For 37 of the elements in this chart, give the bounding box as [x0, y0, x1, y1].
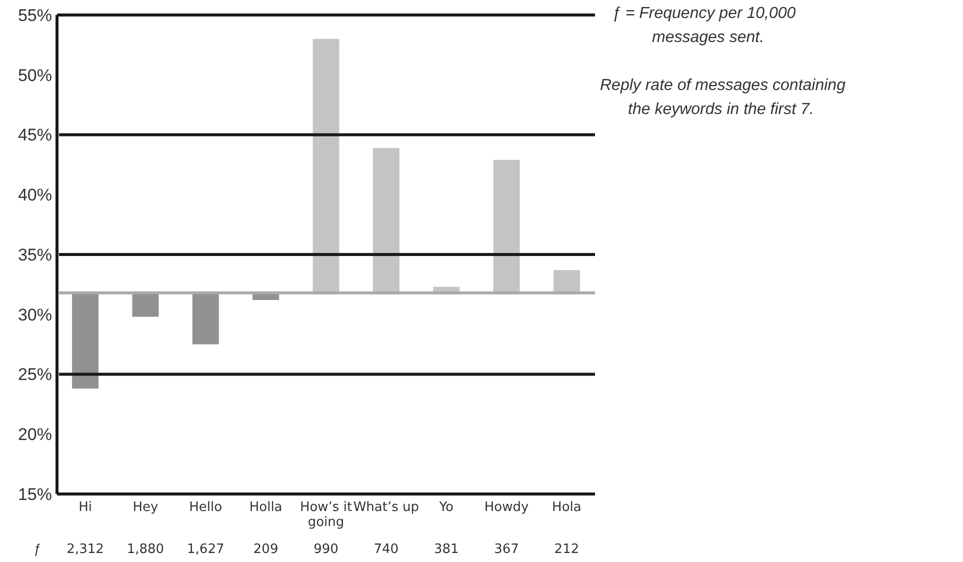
bar	[312, 38, 340, 293]
text: ƒ = Frequency per 10,000 messages sent.	[612, 5, 796, 46]
text: 2,312	[66, 542, 104, 557]
x-tick-label: How’s it going	[300, 500, 352, 530]
x-tick-label: Yo	[438, 500, 454, 515]
text: Reply rate of messages containing the keywords in the first 7.	[600, 77, 846, 118]
bar	[372, 148, 400, 293]
y-tick-label: 45%	[18, 126, 52, 145]
y-tick-label: 50%	[18, 66, 52, 85]
text: 1,627	[187, 542, 224, 557]
y-tick-label: 55%	[18, 6, 52, 25]
bar	[72, 292, 99, 389]
text: 1,880	[126, 542, 164, 557]
text: ƒ	[33, 541, 41, 556]
x-tick-label: Hey	[132, 500, 158, 515]
y-tick-label: 40%	[18, 186, 52, 205]
x-tick-label: Hello	[189, 500, 222, 515]
y-tick-label: 20%	[18, 425, 52, 444]
text: 212	[554, 542, 580, 557]
y-tick-label: 25%	[18, 365, 52, 384]
text: 990	[314, 542, 338, 557]
text: 381	[434, 542, 459, 557]
bar	[132, 292, 159, 317]
y-tick-label: 15%	[18, 484, 52, 504]
x-tick-label: Holla	[249, 500, 282, 515]
y-tick-label: 35%	[18, 245, 52, 264]
y-tick-label: 30%	[18, 305, 52, 324]
x-tick-label: Hola	[552, 500, 582, 515]
x-tick-label: Howdy	[484, 500, 529, 515]
bar	[493, 160, 520, 293]
bar	[192, 292, 219, 344]
text: 740	[374, 542, 399, 557]
x-tick-label: Hi	[78, 500, 92, 515]
text: 209	[253, 542, 278, 557]
x-tick-label: What’s up	[353, 500, 420, 515]
text: 367	[494, 542, 519, 557]
bar	[553, 270, 580, 293]
